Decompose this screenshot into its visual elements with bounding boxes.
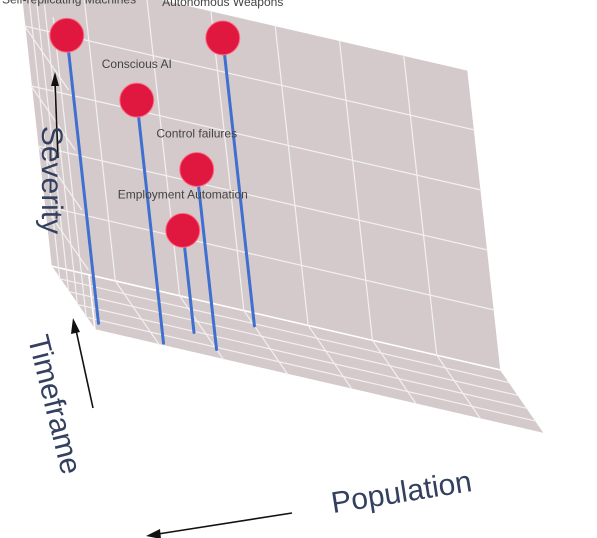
population-axis-title: Population xyxy=(329,465,474,520)
stem-line xyxy=(65,33,100,325)
data-point-label: Self-replicating Machines xyxy=(2,0,136,6)
floor-grid-y xyxy=(68,291,519,397)
data-point-marker xyxy=(119,82,155,118)
data-point-marker xyxy=(165,212,201,248)
floor-grid-x xyxy=(436,354,482,420)
data-point-label: Autonomous Weapons xyxy=(162,0,283,9)
timeframe-axis-arrow xyxy=(71,318,94,409)
left-grid-z xyxy=(37,145,83,211)
chart-point-labels: Self-replicating Machines Conscious AI Con… xyxy=(2,0,283,201)
timeframe-axis-title: Timeframe xyxy=(21,332,87,478)
left-grid-z xyxy=(43,205,89,271)
back-grid-z xyxy=(24,25,475,131)
left-grid-y xyxy=(28,0,61,279)
stem-line xyxy=(195,167,219,351)
chart-stems xyxy=(65,33,256,351)
chart-panes xyxy=(20,0,547,436)
data-point-marker xyxy=(49,17,85,53)
severity-axis-arrow xyxy=(51,72,59,159)
back-grid-x xyxy=(338,40,374,341)
left-grid-y xyxy=(35,0,70,292)
back-grid-z xyxy=(44,205,495,311)
data-point-marker xyxy=(179,151,215,187)
floor-grid-x xyxy=(243,310,289,375)
severity-axis-title: Severity xyxy=(35,126,68,234)
data-point-marker xyxy=(205,20,241,56)
left-grid-z xyxy=(30,85,76,151)
floor-grid-y xyxy=(77,303,528,409)
chart-markers xyxy=(49,17,241,248)
back-grid-x xyxy=(83,0,116,281)
chart-gridlines xyxy=(24,0,537,422)
left-grid-y xyxy=(52,17,87,318)
left-grid-y xyxy=(43,4,78,305)
floor-grid-x xyxy=(307,325,353,390)
stem-line xyxy=(221,36,256,328)
data-point-label: Conscious AI xyxy=(102,57,172,71)
population-axis-arrow xyxy=(146,512,293,538)
back-grid-z xyxy=(31,85,482,191)
back-grid-x xyxy=(210,10,245,311)
back-grid-x xyxy=(403,55,438,356)
left-grid-z xyxy=(24,25,70,91)
data-point-label: Employment Automation xyxy=(118,187,248,201)
back-grid-z xyxy=(37,145,488,251)
stem-line xyxy=(135,98,166,345)
floor-grid-x xyxy=(114,280,160,346)
floor-grid-x xyxy=(371,339,417,405)
back-grid-x xyxy=(146,0,181,296)
floor-grid-y xyxy=(59,278,510,384)
back-grid-x xyxy=(274,25,309,326)
data-point-label: Control failures xyxy=(156,126,237,140)
